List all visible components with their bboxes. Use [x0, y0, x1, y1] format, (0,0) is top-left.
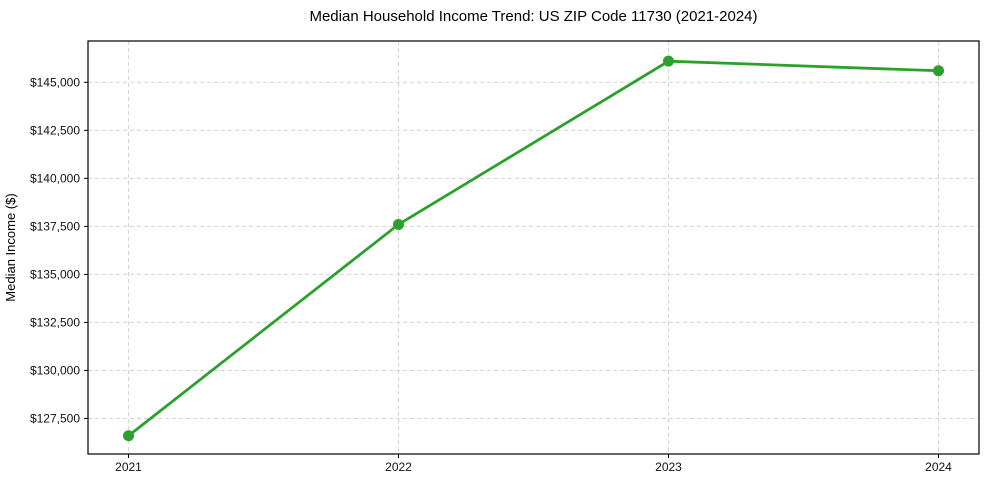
y-tick-label: $142,500	[30, 123, 80, 137]
data-point-marker	[663, 55, 674, 67]
x-tick-label: 2024	[925, 460, 952, 474]
y-tick-label: $140,000	[30, 171, 80, 185]
y-tick-label: $145,000	[30, 75, 80, 89]
x-tick-label: 2022	[385, 460, 412, 474]
y-tick-label: $130,000	[30, 363, 80, 377]
plot-border	[87, 40, 980, 455]
x-tick-label: 2023	[655, 460, 682, 474]
data-point-marker	[933, 65, 944, 77]
y-tick-label: $135,000	[30, 267, 80, 281]
data-point-marker	[123, 430, 134, 442]
y-tick-label: $132,500	[30, 315, 80, 329]
y-tick-label: $137,500	[30, 219, 80, 233]
y-axis-label: Median Income ($)	[3, 193, 18, 301]
y-tick-label: $127,500	[30, 411, 80, 425]
trend-line	[127, 59, 940, 438]
chart-title: Median Household Income Trend: US ZIP Co…	[309, 8, 757, 25]
data-point-marker	[393, 218, 404, 230]
x-tick-label: 2021	[115, 460, 142, 474]
